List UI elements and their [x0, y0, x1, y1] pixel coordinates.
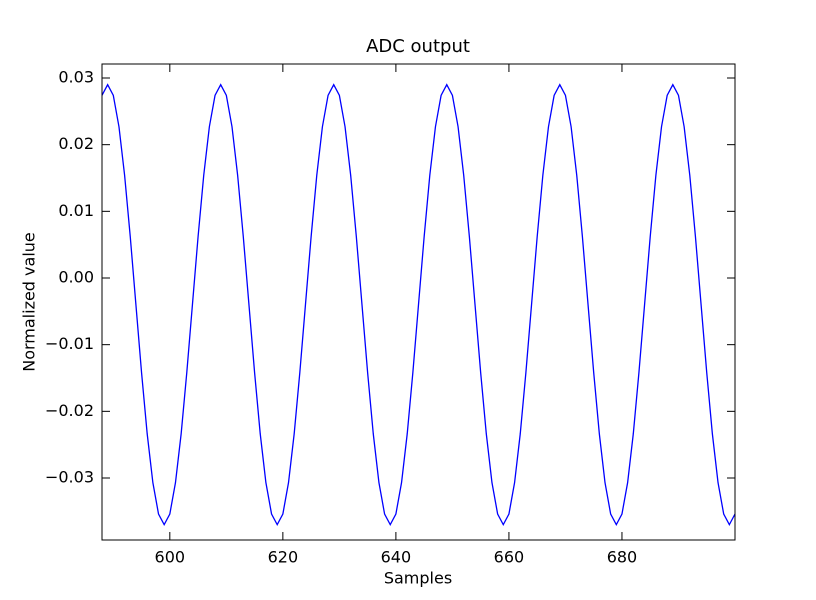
plot-frame	[101, 63, 736, 541]
x-tick-label: 620	[268, 548, 299, 567]
y-tick-label: 0.00	[58, 268, 94, 287]
x-tick-label: 660	[494, 548, 525, 567]
x-axis-label: Samples	[384, 569, 452, 588]
y-tick-label: 0.02	[58, 134, 94, 153]
x-tick-label: 680	[607, 548, 638, 567]
y-tick-label: −0.01	[45, 334, 94, 353]
chart-title: ADC output	[366, 36, 470, 57]
data-line	[101, 83, 736, 527]
y-tick-label: 0.01	[58, 201, 94, 220]
y-tick-label: −0.02	[45, 401, 94, 420]
x-tick-label: 640	[381, 548, 412, 567]
x-tick-label: 600	[155, 548, 186, 567]
y-axis-label: Normalized value	[20, 232, 39, 372]
y-tick-label: 0.03	[58, 68, 94, 87]
y-tick-label: −0.03	[45, 468, 94, 487]
